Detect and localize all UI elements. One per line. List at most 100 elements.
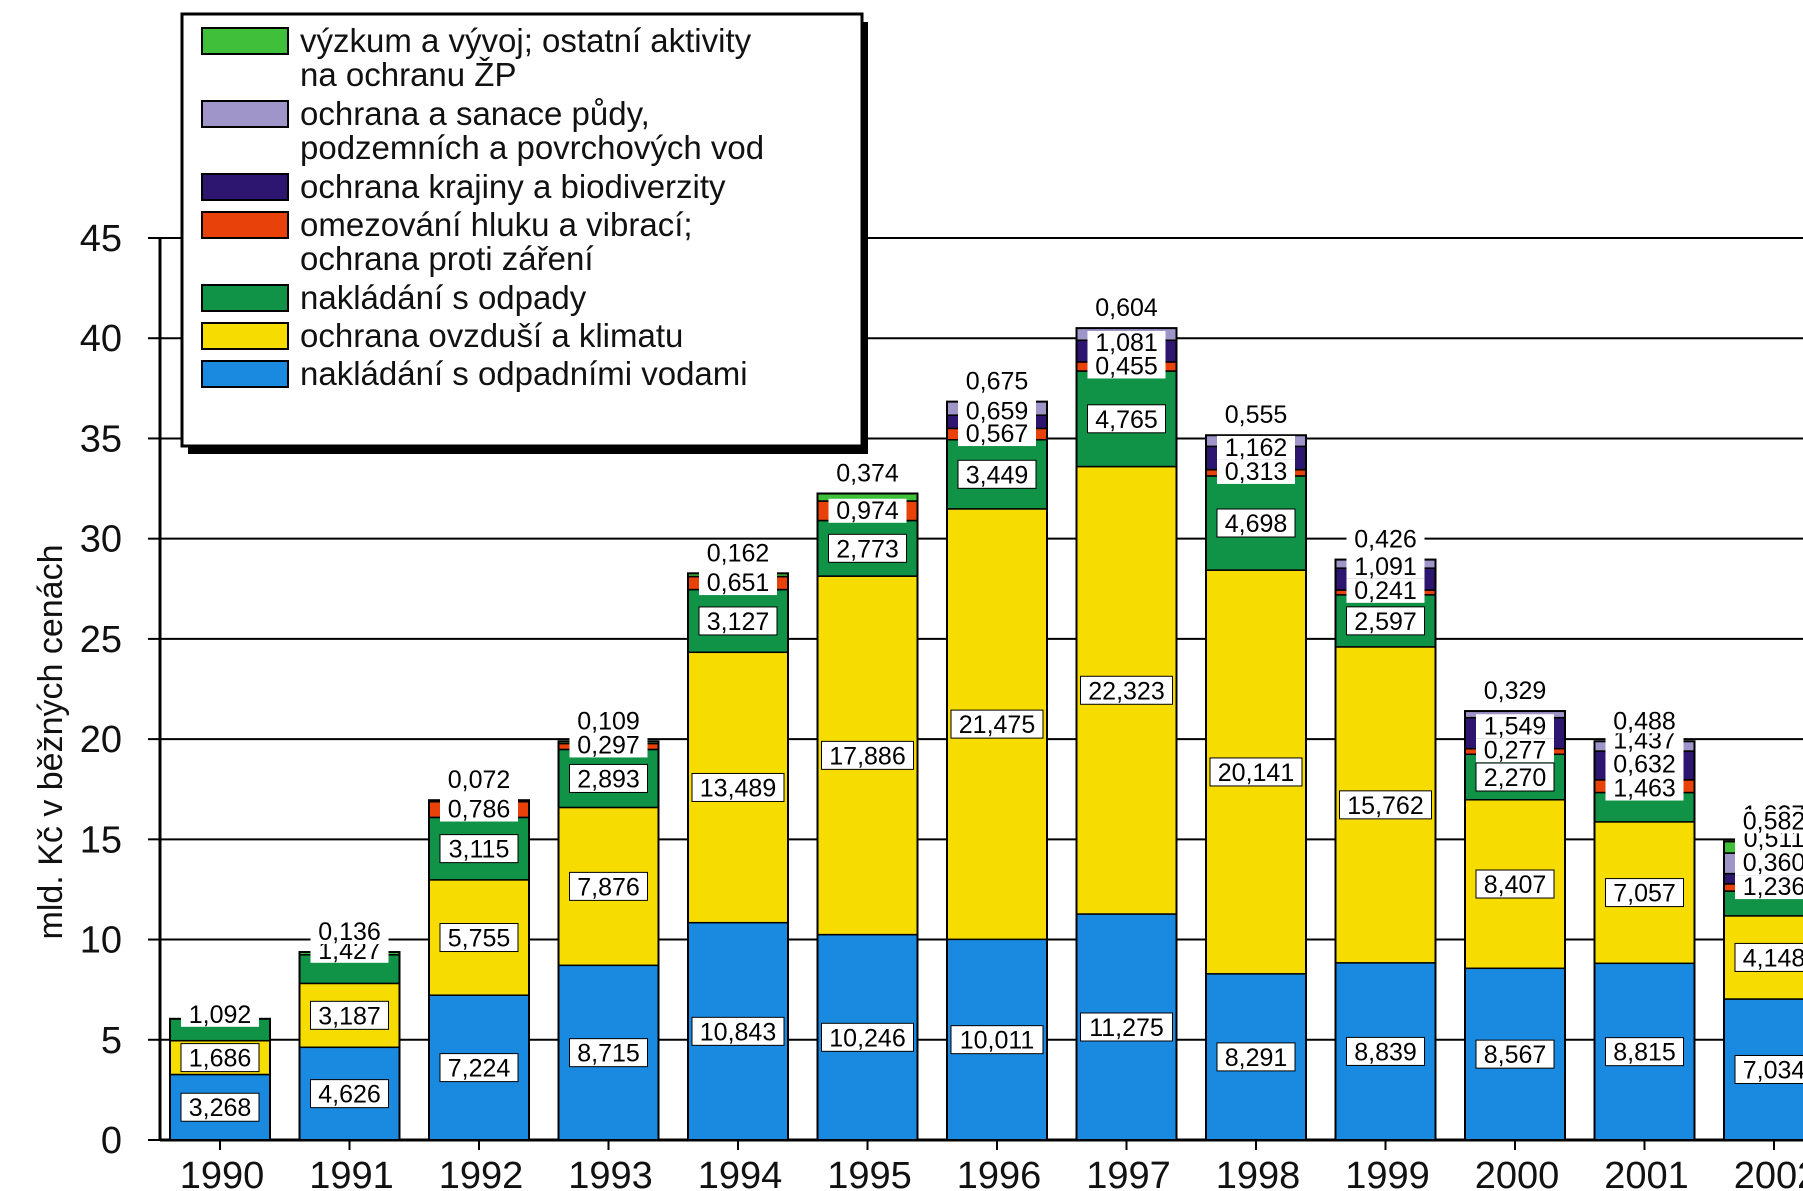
legend-label: ochrana a sanace půdy,	[300, 95, 650, 132]
bar-outline-1997	[1075, 327, 1178, 1141]
value-label: 1,092	[189, 1001, 252, 1029]
value-label-box	[821, 740, 914, 770]
value-label-box	[1087, 296, 1166, 321]
value-label: 1,162	[1225, 434, 1288, 462]
value-label-box	[310, 920, 389, 945]
value-label-box	[1605, 709, 1684, 734]
value-label-box	[958, 399, 1036, 424]
legend-label: nakládání s odpady	[300, 279, 587, 316]
value-label: 0,072	[448, 766, 511, 794]
value-label: 13,489	[700, 774, 776, 802]
y-tick-label: 45	[80, 218, 122, 260]
value-label: 10,011	[960, 1027, 1035, 1055]
y-tick-label: 10	[80, 920, 122, 962]
y-tick-label: 20	[80, 719, 122, 761]
value-label-box	[1216, 1042, 1296, 1072]
value-label: 10,843	[700, 1018, 776, 1046]
value-label: 20,141	[1218, 759, 1294, 787]
value-label: 0,675	[966, 368, 1029, 396]
value-label: 0,632	[1613, 751, 1676, 779]
value-label-box	[1087, 354, 1166, 379]
value-label: 4,765	[1095, 406, 1158, 434]
bar-outline-1995	[816, 492, 919, 1141]
value-label: 15,762	[1347, 792, 1423, 820]
value-label: 3,187	[318, 1002, 381, 1030]
value-label-box	[569, 763, 648, 793]
value-label: 2,597	[1354, 608, 1417, 636]
value-label: 0,277	[1484, 736, 1547, 764]
value-label: 0,136	[318, 918, 381, 946]
value-label-box	[1346, 606, 1425, 636]
value-label: 0,374	[836, 460, 899, 488]
legend-label: ochrana proti záření	[300, 240, 594, 277]
value-label: 7,876	[577, 873, 640, 901]
value-label: 0,488	[1613, 707, 1676, 735]
value-label: 1,081	[1095, 329, 1158, 357]
value-label-box	[1476, 679, 1554, 704]
value-label-box	[958, 369, 1036, 394]
legend-label: ochrana ovzduší a klimatu	[300, 317, 683, 354]
value-label-box	[691, 772, 785, 802]
value-label-box	[957, 459, 1037, 489]
value-label: 21,475	[959, 711, 1035, 739]
x-tick-label-1991: 1991	[309, 1155, 394, 1191]
x-tick-label-1994: 1994	[698, 1155, 783, 1191]
value-label-box	[439, 923, 519, 953]
value-label-box	[1217, 459, 1295, 484]
value-label: 1,091	[1354, 553, 1417, 581]
value-label: 8,291	[1225, 1044, 1288, 1072]
legend-label: omezování hluku a vibrací;	[300, 206, 693, 243]
value-label: 0,659	[966, 398, 1029, 426]
value-label-box	[1217, 403, 1295, 428]
value-label-box	[569, 1038, 648, 1068]
value-label: 0,297	[577, 731, 640, 759]
value-label-box	[828, 461, 907, 486]
value-label: 3,115	[449, 836, 510, 864]
legend-label: výzkum a vývoj; ostatní aktivity	[300, 22, 752, 59]
value-label: 8,815	[1613, 1039, 1676, 1067]
value-label-box	[1087, 404, 1166, 434]
value-label-box	[1476, 714, 1554, 739]
value-label: 3,127	[707, 608, 770, 636]
value-label: 8,715	[577, 1040, 640, 1068]
value-label-box	[1475, 869, 1555, 899]
legend-swatch	[201, 100, 289, 128]
value-label-box	[1216, 508, 1296, 538]
value-label: 1,686	[189, 1045, 252, 1073]
x-tick-label-2000: 2000	[1475, 1155, 1560, 1191]
y-tick-label: 5	[101, 1020, 122, 1062]
value-label: 0,974	[836, 497, 899, 525]
legend-swatch	[201, 360, 289, 388]
value-label: 1,463	[1613, 775, 1676, 803]
value-label-box	[1734, 942, 1803, 972]
value-label: 0,109	[577, 707, 640, 735]
x-tick-label-1992: 1992	[439, 1155, 524, 1191]
value-label-box	[1217, 435, 1295, 460]
value-label-box	[1087, 331, 1166, 356]
value-label: 7,224	[448, 1055, 511, 1083]
value-label: 1,236	[1743, 873, 1803, 901]
x-tick-label-2001: 2001	[1604, 1155, 1689, 1191]
legend-swatch	[201, 322, 289, 350]
legend-label: ochrana krajiny a biodiverzity	[300, 168, 726, 205]
value-label-box	[569, 733, 648, 758]
value-label: 8,567	[1484, 1041, 1547, 1069]
value-label-box	[440, 797, 518, 822]
value-labels: 3,2681,6861,0924,6263,1871,4270,1367,224…	[180, 294, 1803, 1122]
value-label: 5,755	[448, 925, 511, 953]
value-label-box	[699, 571, 777, 596]
value-label-box	[691, 1016, 785, 1046]
value-label: 3,449	[966, 461, 1029, 489]
value-label: 3,268	[189, 1094, 252, 1122]
value-label-box	[439, 1053, 519, 1083]
value-label-box	[698, 606, 778, 636]
value-label: 11,275	[1089, 1014, 1164, 1042]
value-label-box	[440, 768, 518, 793]
legend-label: na ochranu ŽP	[300, 56, 516, 93]
value-label: 17,886	[829, 742, 905, 770]
value-label-box	[1605, 878, 1684, 908]
x-tick-label-1993: 1993	[568, 1155, 653, 1191]
bar-outline-1998	[1205, 434, 1307, 1142]
x-tick-label-2002: 2002	[1734, 1155, 1803, 1191]
